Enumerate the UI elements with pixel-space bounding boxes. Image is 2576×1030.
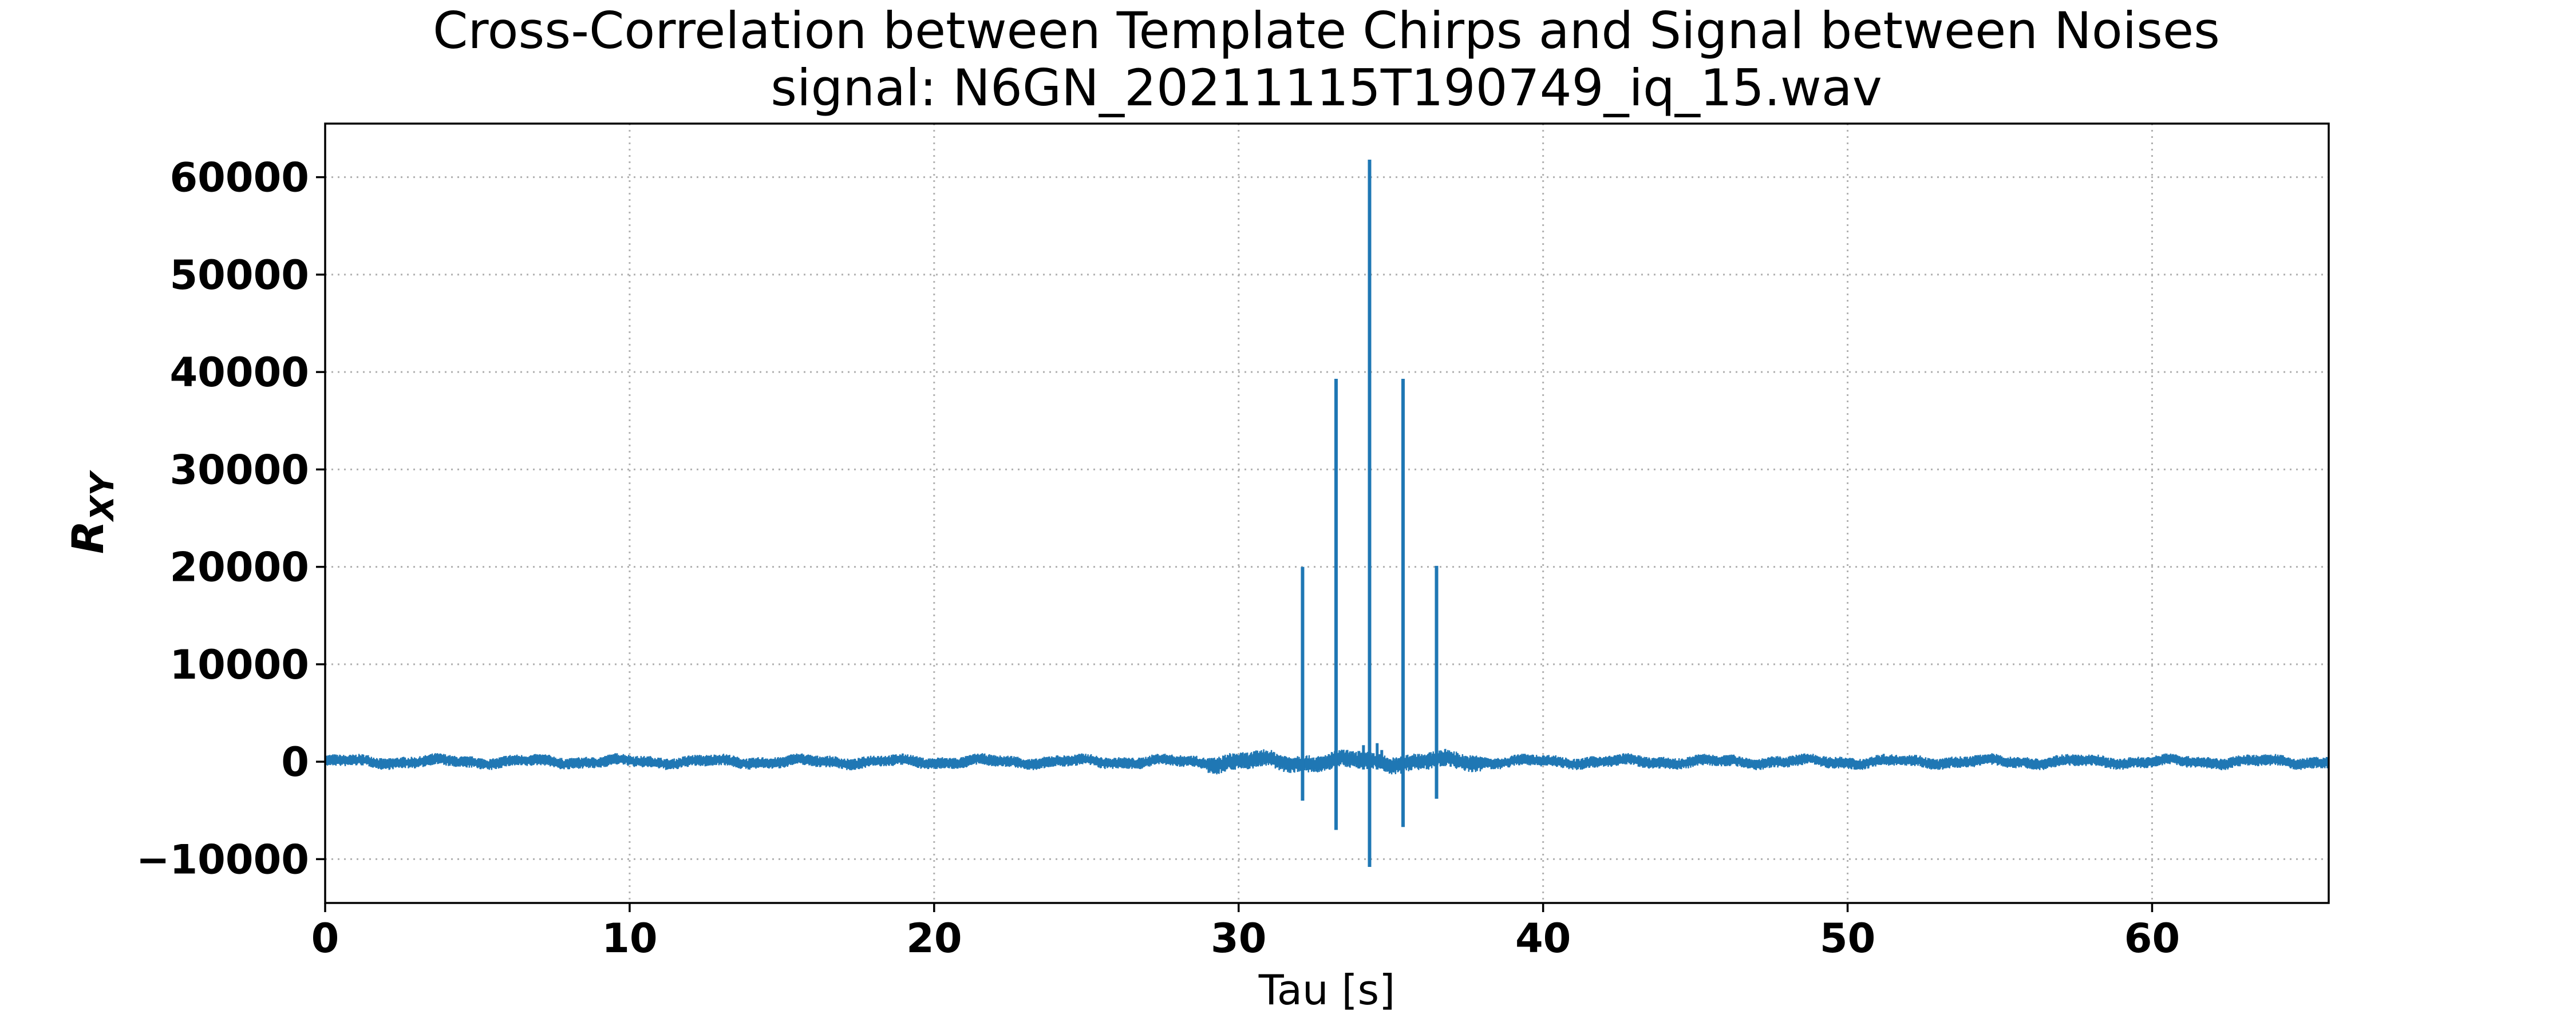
y-tick-label: 20000 [169, 544, 309, 591]
y-tick-label: 50000 [169, 252, 309, 299]
y-tick-label: 10000 [169, 641, 309, 688]
y-axis-label: RXY [62, 469, 121, 554]
y-axis-label-subscript: XY [84, 469, 121, 522]
x-tick-label: 20 [906, 915, 962, 962]
x-tick-label: 30 [1211, 915, 1266, 962]
x-tick-label: 10 [602, 915, 657, 962]
y-tick-label: −10000 [136, 836, 309, 883]
grid [325, 124, 2329, 903]
chart-subtitle: signal: N6GN_20211115T190749_iq_15.wav [771, 58, 1882, 117]
y-tick-label: 60000 [169, 154, 309, 201]
x-tick-label: 60 [2124, 915, 2180, 962]
y-tick-label: 0 [281, 739, 309, 786]
plot-area [324, 159, 2330, 867]
axis-ticks: 0 10 20 30 40 50 60−10000010000200003000040000… [136, 154, 2180, 962]
y-tick-label: 40000 [169, 349, 309, 396]
x-tick-label: 40 [1515, 915, 1571, 962]
x-tick-label: 50 [1820, 915, 1875, 962]
x-axis-label: Tau [s] [1258, 966, 1395, 1014]
y-tick-label: 30000 [169, 446, 309, 493]
noise-floor-trace [324, 748, 2330, 775]
x-tick-label: 0 [311, 915, 339, 962]
chart-title: Cross-Correlation between Template Chirp… [433, 1, 2220, 60]
axes-frame [324, 122, 2330, 904]
y-axis-label-main: R [62, 521, 113, 554]
